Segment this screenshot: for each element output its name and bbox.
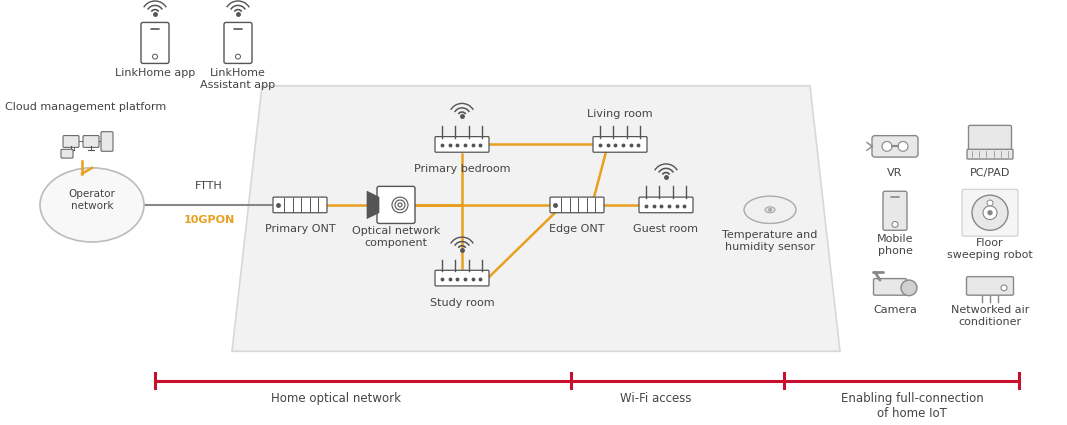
Text: Enabling full-connection
of home IoT: Enabling full-connection of home IoT bbox=[841, 392, 984, 420]
FancyBboxPatch shape bbox=[435, 136, 489, 152]
Circle shape bbox=[395, 200, 405, 210]
Circle shape bbox=[892, 221, 898, 227]
FancyBboxPatch shape bbox=[83, 136, 99, 147]
Ellipse shape bbox=[882, 142, 892, 151]
Text: Guest room: Guest room bbox=[634, 224, 699, 235]
Ellipse shape bbox=[744, 196, 796, 224]
Circle shape bbox=[1001, 285, 1007, 291]
Text: Optical network
component: Optical network component bbox=[352, 227, 440, 248]
Text: Primary bedroom: Primary bedroom bbox=[414, 164, 510, 174]
FancyBboxPatch shape bbox=[550, 197, 604, 213]
Text: Floor
sweeping robot: Floor sweeping robot bbox=[947, 238, 1033, 260]
Circle shape bbox=[987, 200, 993, 206]
Polygon shape bbox=[232, 86, 840, 351]
Text: VR: VR bbox=[888, 168, 903, 178]
FancyBboxPatch shape bbox=[593, 136, 647, 152]
Text: LinkHome app: LinkHome app bbox=[115, 68, 195, 78]
FancyBboxPatch shape bbox=[969, 125, 1012, 152]
Text: Cloud management platform: Cloud management platform bbox=[5, 102, 166, 113]
FancyBboxPatch shape bbox=[61, 149, 73, 158]
Circle shape bbox=[392, 197, 408, 213]
Text: Mobile
phone: Mobile phone bbox=[877, 234, 913, 256]
Text: Wi-Fi access: Wi-Fi access bbox=[620, 392, 692, 405]
FancyBboxPatch shape bbox=[435, 270, 489, 286]
FancyBboxPatch shape bbox=[883, 191, 907, 230]
Text: Operator
network: Operator network bbox=[68, 189, 115, 211]
Ellipse shape bbox=[39, 168, 144, 242]
FancyBboxPatch shape bbox=[224, 23, 252, 63]
Text: Edge ONT: Edge ONT bbox=[550, 224, 605, 235]
Text: PC/PAD: PC/PAD bbox=[970, 168, 1010, 178]
Circle shape bbox=[988, 211, 992, 215]
Text: Temperature and
humidity sensor: Temperature and humidity sensor bbox=[722, 230, 817, 252]
FancyBboxPatch shape bbox=[639, 197, 692, 213]
Ellipse shape bbox=[898, 142, 908, 151]
Text: Primary ONT: Primary ONT bbox=[265, 224, 335, 235]
Ellipse shape bbox=[765, 207, 775, 213]
FancyBboxPatch shape bbox=[101, 132, 113, 151]
Text: Camera: Camera bbox=[873, 306, 917, 315]
FancyBboxPatch shape bbox=[967, 149, 1013, 159]
Circle shape bbox=[972, 195, 1008, 230]
Circle shape bbox=[236, 54, 240, 59]
Text: Living room: Living room bbox=[587, 109, 653, 119]
Polygon shape bbox=[367, 191, 379, 218]
Circle shape bbox=[983, 206, 997, 220]
Text: FTTH: FTTH bbox=[195, 181, 223, 191]
FancyBboxPatch shape bbox=[377, 187, 415, 224]
Circle shape bbox=[398, 203, 402, 207]
Text: 10GPON: 10GPON bbox=[184, 215, 235, 225]
Circle shape bbox=[901, 280, 917, 296]
Circle shape bbox=[153, 54, 158, 59]
FancyBboxPatch shape bbox=[962, 189, 1018, 236]
FancyBboxPatch shape bbox=[141, 23, 169, 63]
FancyBboxPatch shape bbox=[874, 279, 907, 295]
FancyBboxPatch shape bbox=[967, 277, 1014, 295]
Text: Study room: Study room bbox=[430, 298, 494, 308]
Text: Networked air
conditioner: Networked air conditioner bbox=[951, 306, 1030, 327]
Circle shape bbox=[768, 208, 773, 212]
Text: Home optical network: Home optical network bbox=[271, 392, 401, 405]
FancyBboxPatch shape bbox=[63, 136, 79, 147]
FancyBboxPatch shape bbox=[872, 136, 918, 157]
Text: LinkHome
Assistant app: LinkHome Assistant app bbox=[201, 68, 275, 90]
FancyBboxPatch shape bbox=[273, 197, 327, 213]
